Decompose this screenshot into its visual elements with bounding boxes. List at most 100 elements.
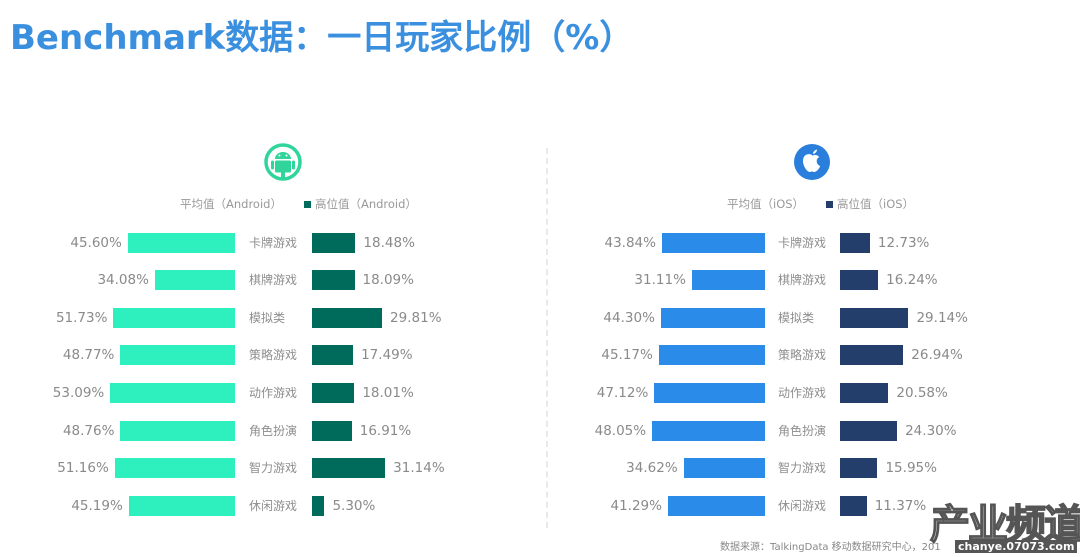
ios-avg-bar [658,345,765,365]
android-category-label: 策略游戏 [249,348,298,362]
ios-high-value: 11.37% [874,498,927,514]
data-source-note: 数据来源：TalkingData 移动数据研究中心，201 [720,542,941,553]
android-avg-bar [110,383,235,403]
android-panel: 平均值（Android） 高位值（Android） 45.60% 卡牌游戏 18.48… [53,143,445,516]
android-avg-value: 48.77% [62,347,115,363]
ios-category-label: 智力游戏 [778,461,827,475]
android-high-bar [312,458,386,478]
android-bar-row: 34.08% 棋牌游戏 18.09% [0,270,1080,290]
android-high-value: 16.91% [359,423,412,439]
legend-ios-avg: 平均值（iOS） [727,197,805,211]
android-avg-bar [128,496,235,516]
ios-avg-value: 44.30% [603,310,655,326]
ios-avg-value: 48.05% [594,423,647,439]
panel-divider [546,148,548,528]
android-high-bar [312,308,383,328]
ios-high-bar [840,496,867,516]
legend-swatch-android-high [303,200,311,208]
android-avg-bar [120,421,235,441]
android-high-value: 18.01% [362,385,414,401]
android-high-bar [312,421,352,441]
ios-avg-value: 43.84% [604,235,656,251]
ios-avg-bar [661,233,765,253]
android-bar-row: 53.09% 动作游戏 18.01% [0,383,1080,403]
ios-high-value: 26.94% [911,347,963,363]
ios-high-bar [840,270,879,290]
ios-avg-value: 34.62% [626,460,678,476]
ios-category-label: 休闲游戏 [778,499,827,513]
android-icon [264,143,302,181]
ios-bar-row: 31.11% 棋牌游戏 16.24% [0,270,1080,290]
ios-category-label: 策略游戏 [778,348,827,362]
android-avg-bar [114,458,235,478]
android-avg-value: 53.09% [52,385,105,401]
watermark-logo: 产业频道 [929,502,1080,548]
android-high-bar [312,345,354,365]
ios-high-bar [840,458,878,478]
android-high-bar [312,270,355,290]
android-bar-row: 51.73% 模拟类 29.81% [0,308,1080,328]
android-category-label: 模拟类 [249,311,286,325]
ios-high-bar [840,421,898,441]
android-category-label: 棋牌游戏 [249,273,298,287]
ios-bar-row: 44.30% 模拟类 29.14% [0,308,1080,328]
ios-bar-row: 41.29% 休闲游戏 11.37% [0,496,1080,516]
legend-android-avg: 平均值（Android） [180,197,282,211]
ios-high-bar [840,383,889,403]
ios-bar-row: 47.12% 动作游戏 20.58% [0,383,1080,403]
android-bar-row: 45.19% 休闲游戏 5.30% [0,496,1080,516]
android-high-value: 17.49% [361,347,413,363]
ios-high-bar [840,308,909,328]
android-avg-value: 45.19% [71,498,123,514]
apple-icon [794,144,830,180]
android-high-bar [312,383,355,403]
android-avg-value: 34.08% [97,272,149,288]
ios-high-value: 20.58% [896,385,948,401]
android-avg-value: 48.76% [62,423,115,439]
android-legend: 平均值（Android） 高位值（Android） [180,196,417,212]
ios-avg-value: 41.29% [610,498,662,514]
android-bar-row: 48.77% 策略游戏 17.49% [0,345,1080,365]
ios-avg-bar [654,383,765,403]
ios-category-label: 动作游戏 [778,386,827,400]
ios-category-label: 角色扮演 [778,424,827,438]
android-avg-value: 51.16% [57,460,109,476]
watermark-url: chanye.07073.com [955,540,1078,553]
legend-ios-high: 高位值（iOS） [837,197,915,211]
android-high-value: 29.81% [390,310,442,326]
ios-high-value: 12.73% [877,235,930,251]
page-title: Benchmark数据：一日玩家比例（%） [10,18,634,58]
android-high-value: 18.09% [362,272,414,288]
ios-legend: 平均值（iOS） 高位值（iOS） [727,196,914,212]
android-bar-row: 48.76% 角色扮演 16.91% [0,421,1080,441]
ios-high-bar [840,233,870,253]
android-avg-bar [154,270,235,290]
ios-high-value: 24.30% [905,423,957,439]
android-bar-row: 51.16% 智力游戏 31.14% [0,458,1080,478]
ios-high-value: 29.14% [916,310,968,326]
ios-bar-row: 43.84% 卡牌游戏 12.73% [0,233,1080,253]
legend-swatch-ios-high [826,200,834,208]
ios-high-value: 15.95% [885,460,937,476]
ios-bar-row: 34.62% 智力游戏 15.95% [0,458,1080,478]
android-avg-bar [113,308,235,328]
android-high-bar [312,233,356,253]
android-high-bar [312,496,325,516]
ios-avg-bar [683,458,765,478]
ios-high-value: 16.24% [886,272,938,288]
ios-high-bar [840,345,904,365]
ios-category-label: 卡牌游戏 [778,236,827,250]
android-avg-bar [120,345,235,365]
android-avg-value: 51.73% [55,310,108,326]
android-avg-bar [127,233,235,253]
android-high-value: 5.30% [332,498,376,514]
ios-avg-bar [660,308,765,328]
ios-avg-bar [667,496,765,516]
android-category-label: 休闲游戏 [249,499,298,513]
legend-android-high: 高位值（Android） [314,197,417,211]
android-avg-value: 45.60% [70,235,122,251]
android-high-value: 31.14% [393,460,445,476]
android-high-value: 18.48% [363,235,415,251]
android-category-label: 动作游戏 [249,386,298,400]
